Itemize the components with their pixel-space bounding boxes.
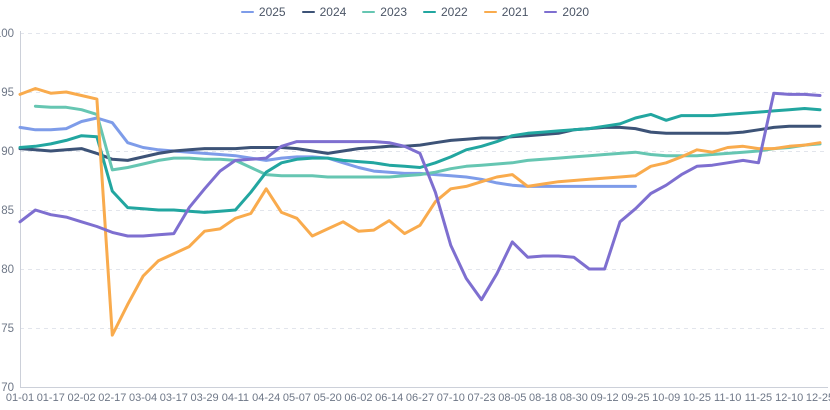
- x-axis-tick-label: 09-25: [621, 392, 649, 404]
- legend-item-2022[interactable]: 2022: [423, 6, 468, 18]
- y-axis-tick-label: 95: [1, 87, 14, 99]
- legend-item-2025[interactable]: 2025: [240, 5, 286, 19]
- x-axis-tick-label: 02-17: [98, 392, 126, 404]
- x-axis-tick-label: 10-25: [683, 392, 711, 404]
- x-axis-tick-label: 12-10: [775, 392, 803, 404]
- legend-marker-2020: [544, 10, 558, 14]
- y-axis-tick-label: 70: [1, 382, 14, 394]
- x-axis-tick-label: 03-29: [191, 392, 219, 404]
- x-axis-tick-label: 08-30: [560, 392, 588, 404]
- x-axis-tick-label: 12-25: [806, 392, 830, 404]
- legend-item-2024[interactable]: 2024: [301, 5, 347, 19]
- y-axis-tick-label: 75: [1, 323, 14, 335]
- legend-item-2020[interactable]: 2020: [544, 6, 589, 18]
- legend-marker-2025: [240, 10, 254, 14]
- legend-marker-2024: [301, 10, 315, 14]
- x-axis-tick-label: 07-10: [437, 392, 465, 404]
- series-line-2020[interactable]: [18, 91, 822, 302]
- series-line-2024[interactable]: [18, 124, 822, 162]
- x-axis-tick-label: 11-25: [745, 392, 772, 404]
- legend-label: 2025: [258, 5, 286, 19]
- legend-marker-2021: [483, 10, 497, 14]
- legend-marker-2023: [362, 10, 376, 14]
- x-axis-tick-label: 04-11: [222, 392, 249, 404]
- x-axis-tick-label: 09-12: [591, 392, 619, 404]
- series-line-2021[interactable]: [18, 87, 822, 337]
- x-axis-tick-label: 01-17: [37, 392, 65, 404]
- legend-item-2021[interactable]: 2021: [483, 5, 529, 19]
- x-axis-tick-label: 05-20: [314, 392, 342, 404]
- y-axis-tick-label: 90: [1, 146, 14, 158]
- series-line-2022[interactable]: [18, 107, 822, 214]
- y-axis-tick-label: 100: [0, 28, 14, 40]
- x-axis-tick-label: 06-14: [375, 392, 403, 404]
- legend-label: 2020: [562, 5, 590, 19]
- chart-legend: 2025 2024 2023 2022 2021 2020: [0, 6, 830, 18]
- legend-label: 2021: [501, 5, 529, 19]
- x-axis-tick-label: 08-05: [498, 392, 526, 404]
- x-axis-tick-label: 03-17: [160, 392, 188, 404]
- legend-label: 2024: [319, 5, 347, 19]
- legend-label: 2022: [441, 5, 468, 19]
- x-axis-tick-label: 02-02: [67, 392, 95, 404]
- legend-marker-2022: [423, 10, 436, 14]
- x-axis-tick-label: 07-23: [467, 392, 495, 404]
- x-axis-tick-label: 01-01: [6, 392, 34, 404]
- legend-item-2023[interactable]: 2023: [362, 6, 407, 18]
- y-axis-tick-label: 80: [1, 264, 14, 276]
- legend-label: 2023: [380, 5, 407, 19]
- x-axis-tick-label: 10-09: [652, 392, 680, 404]
- x-axis-tick-label: 05-07: [283, 392, 311, 404]
- x-axis-tick-label: 06-27: [406, 392, 434, 404]
- x-axis-tick-label: 03-04: [129, 392, 157, 404]
- y-axis-tick-label: 85: [1, 205, 14, 217]
- x-axis-tick-label: 11-10: [714, 392, 741, 404]
- x-axis-tick-label: 06-02: [344, 392, 372, 404]
- x-axis-tick-label: 04-24: [252, 392, 280, 404]
- x-axis-tick-label: 08-18: [529, 392, 557, 404]
